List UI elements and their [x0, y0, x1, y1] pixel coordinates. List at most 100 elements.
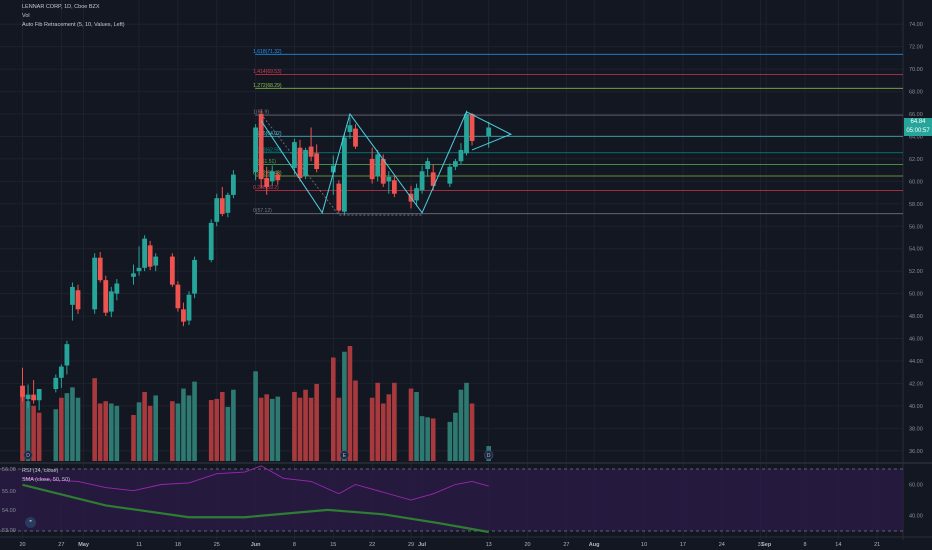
volume-bar [336, 397, 342, 461]
fib-level-label: 0(57.12) [253, 208, 272, 214]
candle-body [231, 174, 236, 195]
x-tick-label: 18 [175, 542, 181, 548]
volume-bar [97, 403, 103, 461]
volume-bar [25, 401, 31, 461]
candle-body [64, 344, 70, 366]
x-tick-label: 13 [486, 542, 492, 548]
candle-body [131, 273, 136, 277]
candle-body [214, 198, 220, 222]
volume-bar [353, 380, 358, 461]
volume-bar [297, 397, 303, 461]
price-tick-label: 64.00 [909, 134, 923, 140]
candle-body [58, 366, 64, 378]
candle-body [353, 128, 358, 147]
price-tick-label: 40.00 [909, 404, 923, 410]
candle-body [292, 142, 297, 168]
x-tick-label: 17 [680, 542, 686, 548]
volume-bar [36, 412, 42, 461]
fib-level-label: 0.236(59.2) [253, 185, 279, 191]
x-tick-label: 10 [641, 542, 647, 548]
candle-body [175, 284, 181, 309]
volume-bar [464, 382, 469, 461]
volume-bar [225, 406, 231, 461]
candle-body [386, 176, 392, 182]
x-tick-label: 11 [136, 542, 142, 548]
candle-body [70, 286, 75, 305]
x-tick-label: Jul [418, 542, 426, 548]
price-tick-label: 72.00 [909, 45, 923, 51]
volume-bar [380, 403, 386, 461]
fib-level-label: 0.786(64.02) [253, 131, 282, 137]
candle-body [380, 158, 386, 184]
candle-body [297, 147, 303, 179]
candle-body [169, 256, 175, 285]
x-tick-label: 27 [563, 542, 569, 548]
rsi-right-tick-label: 60.00 [909, 483, 923, 489]
x-tick-label: 25 [214, 542, 220, 548]
fib-level-label: 1.272(68.29) [253, 83, 282, 89]
candle-body [458, 149, 464, 162]
x-tick-label: 8 [804, 542, 807, 548]
x-tick-label: 21 [874, 542, 880, 548]
volume-legend: Vol [22, 13, 30, 19]
candle-body [419, 171, 425, 191]
rsi-left-tick-label: 53.00 [2, 528, 16, 534]
volume-bar [31, 405, 36, 461]
price-tick-label: 44.00 [909, 359, 923, 365]
rsi-left-tick-label: 54.00 [2, 508, 16, 514]
price-tick-label: 58.00 [909, 202, 923, 208]
volume-bar [175, 403, 181, 461]
candle-body [469, 114, 475, 141]
volume-bar [59, 397, 64, 461]
candle-body [153, 256, 159, 266]
volume-bar [408, 388, 414, 461]
volume-bar [292, 392, 297, 461]
volume-bar [70, 387, 75, 461]
volume-bar [414, 392, 419, 461]
candle-body [336, 183, 342, 211]
x-tick-label: 27 [58, 542, 64, 548]
x-tick-label: 29 [408, 542, 414, 548]
price-tick-label: 74.00 [909, 22, 923, 28]
volume-bar [258, 397, 264, 461]
candle-body [453, 161, 458, 167]
event-marker-label: D [487, 453, 491, 459]
price-tick-label: 60.00 [909, 179, 923, 185]
volume-bar [114, 405, 120, 461]
countdown-tag: 05:00:57 [904, 127, 932, 136]
rsi-legend: RSI (14, close) [22, 468, 59, 474]
volume-bar [469, 403, 475, 461]
volume-bar [269, 398, 275, 461]
tradingview-logo-icon[interactable]: ◓ [25, 517, 36, 528]
price-tick-label: 36.00 [909, 449, 923, 455]
candle-body [108, 291, 114, 312]
volume-bar [447, 421, 453, 461]
volume-bar [458, 389, 464, 461]
volume-bar [136, 402, 142, 461]
price-tick-label: 52.00 [909, 269, 923, 275]
candle-body [447, 166, 453, 184]
candle-body [264, 178, 270, 187]
volume-bar [425, 417, 430, 461]
fib-indicator-legend: Auto Fib Retracement (5, 10, Values, Lef… [22, 22, 125, 28]
price-tick-label: 48.00 [909, 314, 923, 320]
candle-body [20, 385, 25, 397]
sma-legend: SMA (close, 50, 50) [22, 477, 70, 483]
pattern-outline [260, 111, 513, 214]
volume-bar [103, 401, 109, 461]
candle-body [269, 171, 275, 182]
candle-body [208, 222, 214, 260]
candle-body [114, 283, 120, 294]
sma-line [22, 483, 489, 534]
volume-bar [192, 381, 197, 461]
candle-body [181, 309, 186, 322]
volume-bar [208, 400, 214, 461]
candle-body [186, 294, 192, 321]
candle-body [225, 194, 231, 213]
event-marker [339, 450, 349, 460]
x-tick-label: 15 [330, 542, 336, 548]
candle-body [25, 394, 31, 400]
volume-bar [453, 412, 458, 461]
